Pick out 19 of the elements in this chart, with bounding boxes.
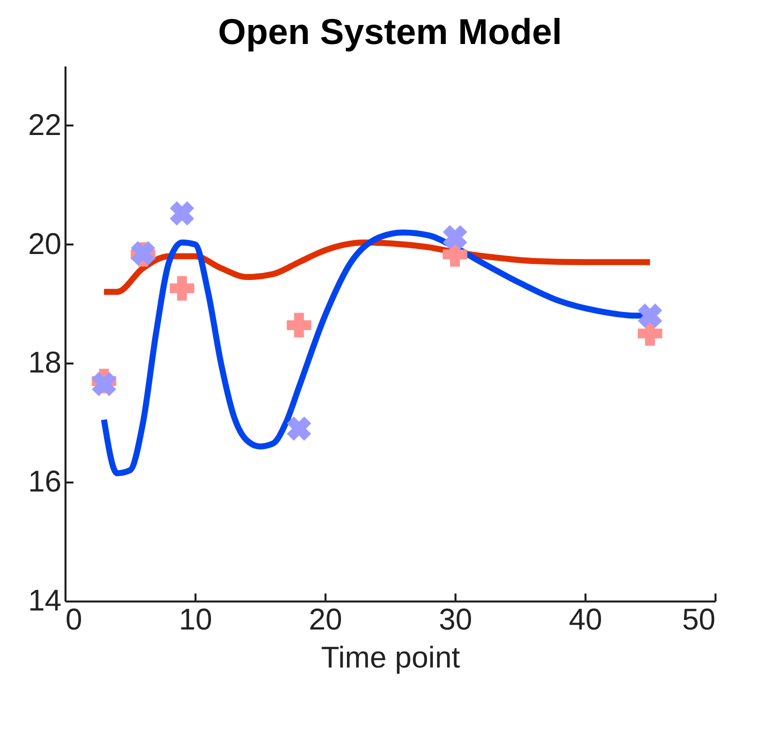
- y-tick-label: 22: [28, 108, 62, 142]
- y-tick-label: 18: [28, 346, 62, 380]
- point: [286, 312, 312, 338]
- x-tick-label: 50: [682, 604, 716, 636]
- chart-title: Open System Model: [218, 11, 562, 52]
- y-tick-label: 16: [28, 466, 62, 499]
- x-tick-label: 20: [308, 604, 342, 636]
- point: [286, 416, 312, 441]
- y-tick-label: 20: [28, 228, 62, 261]
- x-tick-label: 10: [178, 604, 212, 636]
- x-tick-label: 40: [568, 604, 602, 636]
- x-tick-label: 0: [66, 604, 82, 636]
- point: [442, 225, 468, 250]
- point: [170, 201, 194, 226]
- point: [170, 276, 194, 301]
- y-tick-label: 14: [28, 584, 62, 618]
- x-axis-title: Time point: [321, 642, 461, 674]
- x-tick-label: 30: [438, 604, 472, 636]
- point: [638, 304, 662, 328]
